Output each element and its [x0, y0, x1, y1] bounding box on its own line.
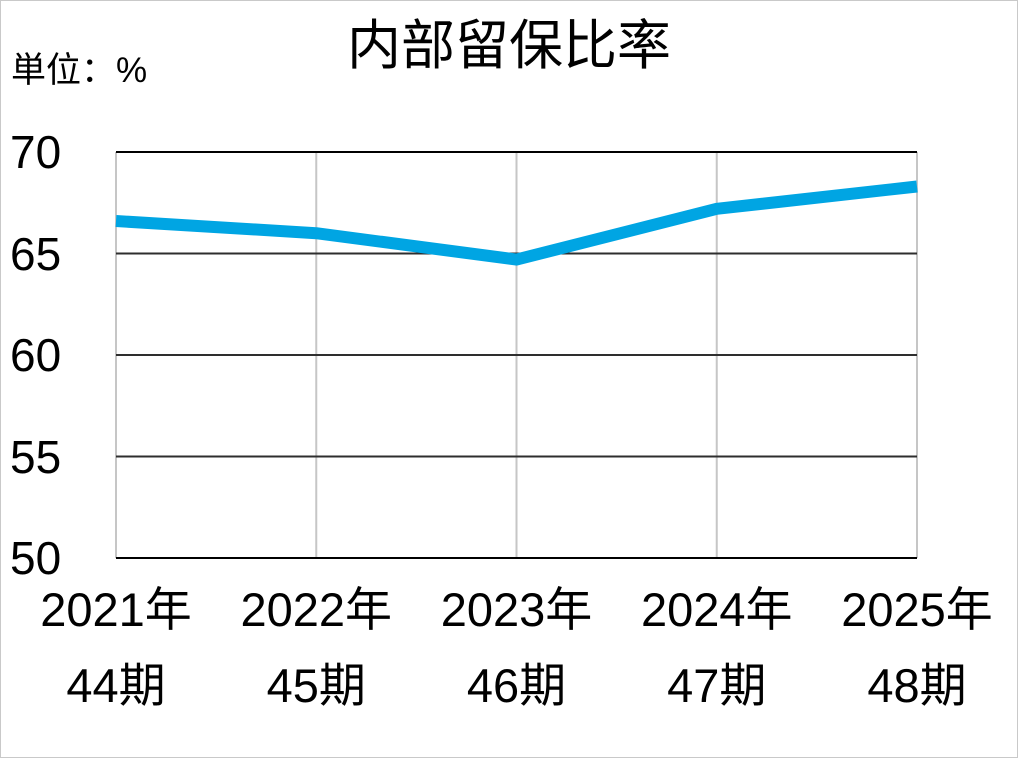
y-tick-label: 55 [10, 430, 62, 483]
unit-label: 単位：% [11, 51, 148, 90]
y-tick-label: 65 [10, 227, 62, 280]
y-tick-label: 70 [10, 126, 62, 178]
x-tick-label-period: 46期 [466, 659, 567, 712]
x-tick-label-year: 2023年 [440, 583, 593, 636]
y-tick-label: 50 [10, 532, 62, 584]
x-tick-label-period: 44期 [66, 659, 166, 712]
chart-title: 内部留保比率 [347, 16, 671, 76]
x-tick-label-year: 2022年 [240, 583, 393, 636]
series-line [115, 180, 918, 266]
x-tick-label-period: 45期 [266, 659, 366, 712]
x-tick-label-period: 47期 [667, 659, 767, 712]
x-tick-label-year: 2024年 [640, 583, 793, 636]
x-tick-label-year: 2025年 [841, 583, 993, 636]
x-tick-label-year: 2021年 [40, 583, 192, 636]
y-tick-label: 60 [10, 329, 62, 381]
x-tick-label-period: 48期 [867, 659, 967, 712]
